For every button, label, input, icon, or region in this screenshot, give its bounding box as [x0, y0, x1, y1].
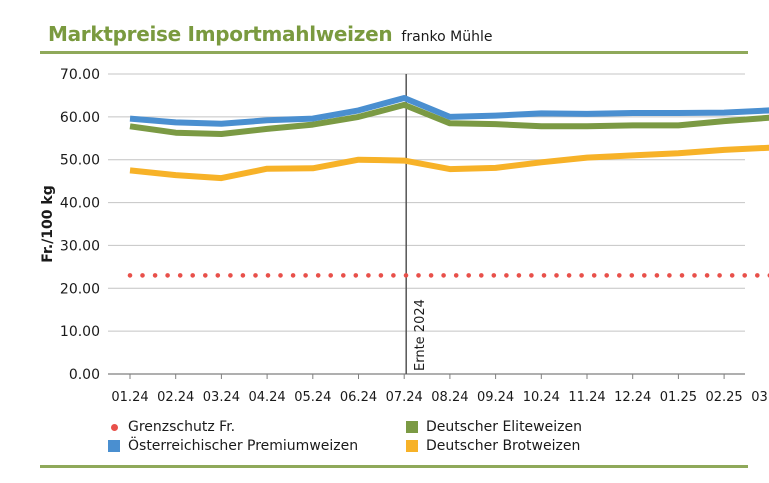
series-grenzschutz-dot: [717, 273, 722, 278]
series-grenzschutz-dot: [504, 273, 509, 278]
legend-item-premiumweizen: Österreichischer Premiumweizen: [108, 438, 358, 454]
series-grenzschutz-dot: [642, 273, 647, 278]
series-grenzschutz-dot: [290, 273, 296, 278]
series-eliteweizen-line: [129, 101, 769, 137]
series-grenzschutz-dot: [654, 273, 660, 278]
legend-label-eliteweizen: Deutscher Eliteweizen: [426, 419, 582, 435]
y-tick-label: 20.00: [60, 281, 100, 297]
series-grenzschutz-dot: [240, 273, 246, 278]
series-grenzschutz-dot: [742, 273, 747, 278]
y-tick-label: 0.00: [69, 367, 100, 383]
x-tick-label: 08.24: [431, 390, 468, 405]
legend-item-brotweizen: Deutscher Brotweizen: [406, 438, 580, 454]
series-grenzschutz-dot: [378, 273, 384, 278]
series-grenzschutz-dot: [341, 273, 346, 278]
series-grenzschutz-dot: [692, 273, 697, 278]
y-tick-label: 10.00: [60, 324, 100, 340]
series-grenzschutz-dot: [253, 273, 258, 278]
y-tick-label: 70.00: [60, 67, 100, 83]
series-grenzschutz-dot: [366, 273, 371, 278]
x-tick-label: 10.24: [523, 390, 560, 405]
legend-label-premiumweizen: Österreichischer Premiumweizen: [128, 438, 359, 454]
series-grenzschutz-dot: [403, 273, 409, 278]
series-grenzschutz-dot: [516, 273, 522, 278]
series-grenzschutz-dot: [278, 273, 283, 278]
series-grenzschutz-dot: [140, 273, 145, 278]
series-grenzschutz-dot: [679, 273, 685, 278]
series-grenzschutz-dot: [466, 273, 472, 278]
series-grenzschutz-dot: [353, 273, 359, 278]
chart-subtitle: franko Mühle: [401, 29, 493, 45]
chart-title: Marktpreise Importmahlweizen franko Mühl…: [48, 22, 492, 46]
series-brotweizen-line: [129, 144, 769, 182]
x-tick-label: 02.25: [705, 390, 742, 405]
series-grenzschutz-dot: [755, 273, 760, 278]
legend-marker-premiumweizen: [108, 440, 120, 452]
series-grenzschutz-dot: [203, 273, 208, 278]
y-tick-label: 60.00: [60, 110, 100, 126]
x-tick-label: 03.25: [751, 390, 769, 405]
y-tick-label: 40.00: [60, 196, 100, 212]
x-tick-label: 01.24: [111, 390, 148, 405]
series-grenzschutz-dot: [190, 273, 195, 278]
top-rule: [40, 51, 748, 54]
series-grenzschutz-dot: [729, 273, 735, 278]
series-grenzschutz-dot: [328, 273, 334, 278]
y-tick-label: 50.00: [60, 153, 100, 169]
series-grenzschutz-dot: [566, 273, 572, 278]
bottom-rule: [40, 465, 748, 468]
series-grenzschutz-dot: [529, 273, 534, 278]
series-grenzschutz-dot: [265, 273, 271, 278]
y-tick-label: 30.00: [60, 238, 100, 254]
series-grenzschutz-dot: [667, 273, 672, 278]
legend-item-grenzschutz: Grenzschutz Fr.: [108, 419, 235, 435]
x-tick-label: 06.24: [340, 390, 377, 405]
chart-title-main: Marktpreise Importmahlweizen: [48, 22, 393, 46]
series-grenzschutz-dot: [391, 273, 396, 278]
series-grenzschutz-dot: [604, 273, 609, 278]
series-grenzschutz-dot: [591, 273, 597, 278]
x-tick-label: 02.24: [157, 390, 194, 405]
series-grenzschutz-dot: [228, 273, 233, 278]
series-grenzschutz-dot: [165, 273, 170, 278]
legend-label-grenzschutz: Grenzschutz Fr.: [128, 419, 236, 435]
x-tick-label: 01.25: [660, 390, 697, 405]
series-grenzschutz-dot: [479, 273, 484, 278]
x-tick-label: 07.24: [386, 390, 423, 405]
series-grenzschutz-dot: [453, 273, 459, 278]
legend-marker-brotweizen: [406, 440, 418, 452]
series-grenzschutz-dot: [541, 273, 547, 278]
series-grenzschutz-dot: [177, 273, 183, 278]
series-grenzschutz-dot: [579, 273, 584, 278]
x-tick-label: 03.24: [203, 390, 240, 405]
series-grenzschutz-dot: [215, 273, 221, 278]
series-grenzschutz-dot: [152, 273, 158, 278]
x-tick-label: 04.24: [248, 390, 285, 405]
series-grenzschutz-dot: [629, 273, 635, 278]
legend-marker-eliteweizen: [406, 421, 418, 433]
legend-marker-grenzschutz: [111, 423, 118, 431]
series-grenzschutz-dot: [303, 273, 308, 278]
x-tick-label: 12.24: [614, 390, 651, 405]
series-grenzschutz-dot: [704, 273, 710, 278]
series-grenzschutz-dot: [441, 273, 446, 278]
legend-item-eliteweizen: Deutscher Eliteweizen: [406, 419, 582, 435]
series-grenzschutz-dot: [315, 273, 321, 278]
x-tick-label: 11.24: [568, 390, 605, 405]
series-grenzschutz-dot: [416, 273, 421, 278]
x-tick-label: 05.24: [294, 390, 331, 405]
series-grenzschutz-dot: [428, 273, 434, 278]
series-grenzschutz-dot: [127, 273, 133, 278]
harvest-annotation: Ernte 2024: [413, 299, 428, 371]
series-grenzschutz-dot: [554, 273, 559, 278]
series-grenzschutz: [127, 273, 769, 278]
series-grenzschutz-dot: [617, 273, 622, 278]
legend-label-brotweizen: Deutscher Brotweizen: [426, 438, 581, 454]
y-axis-title: Fr./100 kg: [40, 185, 56, 262]
x-tick-label: 09.24: [477, 390, 514, 405]
series-premiumweizen-line: [129, 95, 769, 127]
series-grenzschutz-dot: [491, 273, 497, 278]
